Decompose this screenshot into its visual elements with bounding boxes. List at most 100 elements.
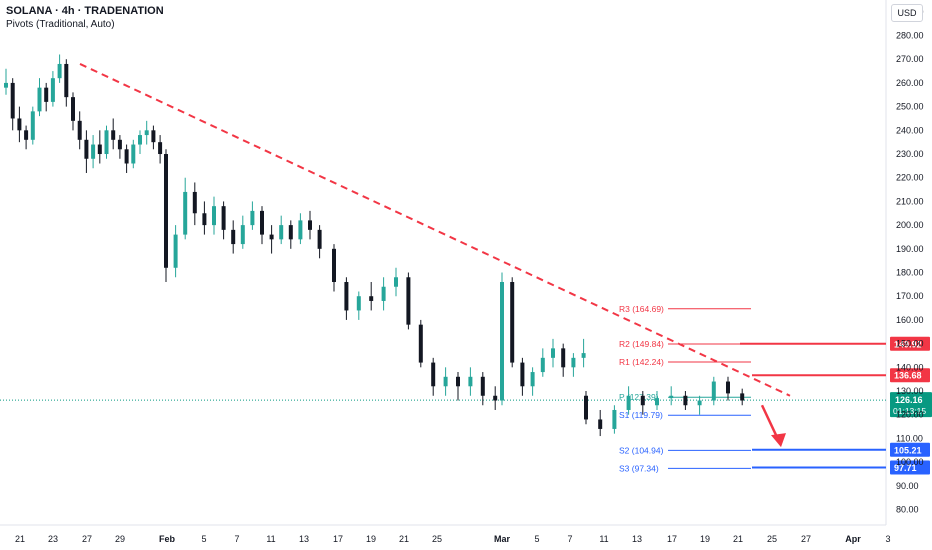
- x-tick-label: 21: [15, 534, 25, 544]
- candle-body: [456, 376, 460, 387]
- currency-button[interactable]: USD: [891, 4, 923, 22]
- x-tick-label: 7: [234, 534, 239, 544]
- level-badge-label: 97.71: [894, 463, 917, 473]
- candle-body: [581, 353, 586, 358]
- candle-body: [298, 220, 303, 240]
- x-tick-label: 13: [632, 534, 642, 544]
- y-axis: 80.00 90.00 100.00 110.00 120.00 130.00 140.00…: [896, 7, 924, 515]
- y-tick-label: 220.00: [896, 173, 924, 183]
- candle-body: [480, 376, 485, 396]
- candle-body: [260, 210, 264, 235]
- y-tick-label: 150.00: [896, 339, 924, 349]
- candle-body: [317, 229, 322, 249]
- y-tick-label: 180.00: [896, 268, 924, 278]
- candle-body: [356, 296, 361, 311]
- x-tick-label: 23: [48, 534, 58, 544]
- x-tick-label: 29: [115, 534, 125, 544]
- x-tick-label: 17: [333, 534, 343, 544]
- candle-body: [279, 225, 284, 240]
- candle-body: [406, 277, 411, 325]
- chart-title-block: SOLANA · 4h · TRADENATION Pivots (Tradit…: [6, 5, 164, 30]
- projection-arrow: [760, 404, 779, 438]
- x-tick-label: 19: [700, 534, 710, 544]
- y-tick-label: 130.00: [896, 386, 924, 396]
- grid: [0, 0, 887, 526]
- last-price-value: 126.16: [895, 395, 923, 405]
- candle-body: [30, 111, 35, 140]
- candle-body: [131, 144, 136, 164]
- y-tick-label: 240.00: [896, 125, 924, 135]
- level-badge: [890, 442, 930, 457]
- candle-body: [697, 400, 702, 406]
- pivot-label: S3 (97.34): [619, 463, 659, 473]
- candle-body: [57, 63, 62, 79]
- y-tick-label: 160.00: [896, 315, 924, 325]
- y-tick-label: 280.00: [896, 31, 924, 41]
- candle-body: [212, 206, 216, 226]
- candle-body: [683, 395, 688, 406]
- x-tick-label: 11: [266, 534, 275, 544]
- x-tick-label: Mar: [494, 534, 511, 544]
- y-tick-label: 250.00: [896, 102, 924, 112]
- candle-body: [584, 395, 588, 420]
- candle-body: [500, 282, 504, 401]
- candle-body: [510, 282, 515, 363]
- candle-body: [443, 376, 448, 387]
- candle-body: [344, 282, 349, 311]
- candle-body: [740, 393, 745, 401]
- candles: [4, 54, 745, 437]
- candle-body: [173, 234, 178, 268]
- candle-body: [493, 395, 498, 401]
- candle-body: [231, 229, 236, 245]
- candle-body: [84, 139, 89, 159]
- candle-body: [192, 191, 197, 214]
- x-tick-label: 17: [667, 534, 677, 544]
- x-tick-label: 3: [885, 534, 890, 544]
- x-tick-label: 27: [801, 534, 811, 544]
- candle-body: [138, 135, 142, 145]
- candle-body: [64, 63, 69, 98]
- y-tick-label: 100.00: [896, 457, 924, 467]
- pivot-label: S1 (119.79): [619, 410, 663, 420]
- x-tick-label: 21: [399, 534, 409, 544]
- y-tick-label: 260.00: [896, 78, 924, 88]
- candle-body: [144, 130, 149, 136]
- candle-body: [24, 130, 29, 140]
- y-tick-label: 270.00: [896, 54, 924, 64]
- candle-body: [418, 324, 423, 363]
- candle-body: [571, 357, 576, 368]
- candle-body: [183, 191, 188, 235]
- candle-body: [50, 78, 55, 102]
- candle-body: [431, 362, 436, 387]
- candle-body: [71, 97, 75, 121]
- candle-body: [711, 381, 716, 401]
- candle-body: [91, 144, 96, 159]
- x-tick-label: 11: [599, 534, 608, 544]
- level-badge: [890, 460, 930, 475]
- x-tick-label: Apr: [845, 534, 861, 544]
- x-tick-label: 19: [366, 534, 376, 544]
- pivot-label: P (127.39): [619, 392, 659, 402]
- x-tick-label: Feb: [159, 534, 176, 544]
- candle-body: [151, 130, 156, 143]
- x-tick-label: 25: [432, 534, 442, 544]
- candle-body: [269, 234, 274, 240]
- candle-body: [37, 87, 42, 112]
- candle-body: [626, 395, 631, 410]
- x-tick-label: 5: [201, 534, 206, 544]
- pivot-label: R1 (142.24): [619, 357, 664, 367]
- candle-body: [308, 220, 312, 230]
- y-tick-label: 120.00: [896, 410, 924, 420]
- candle-body: [530, 372, 535, 387]
- candle-body: [520, 362, 525, 387]
- candle-body: [240, 225, 245, 245]
- candle-body: [44, 87, 49, 102]
- candle-body: [97, 144, 102, 155]
- candle-body: [468, 376, 473, 387]
- candle-body: [369, 296, 374, 301]
- y-tick-label: 140.00: [896, 362, 924, 372]
- candle-body: [124, 149, 129, 164]
- candle-body: [381, 286, 386, 301]
